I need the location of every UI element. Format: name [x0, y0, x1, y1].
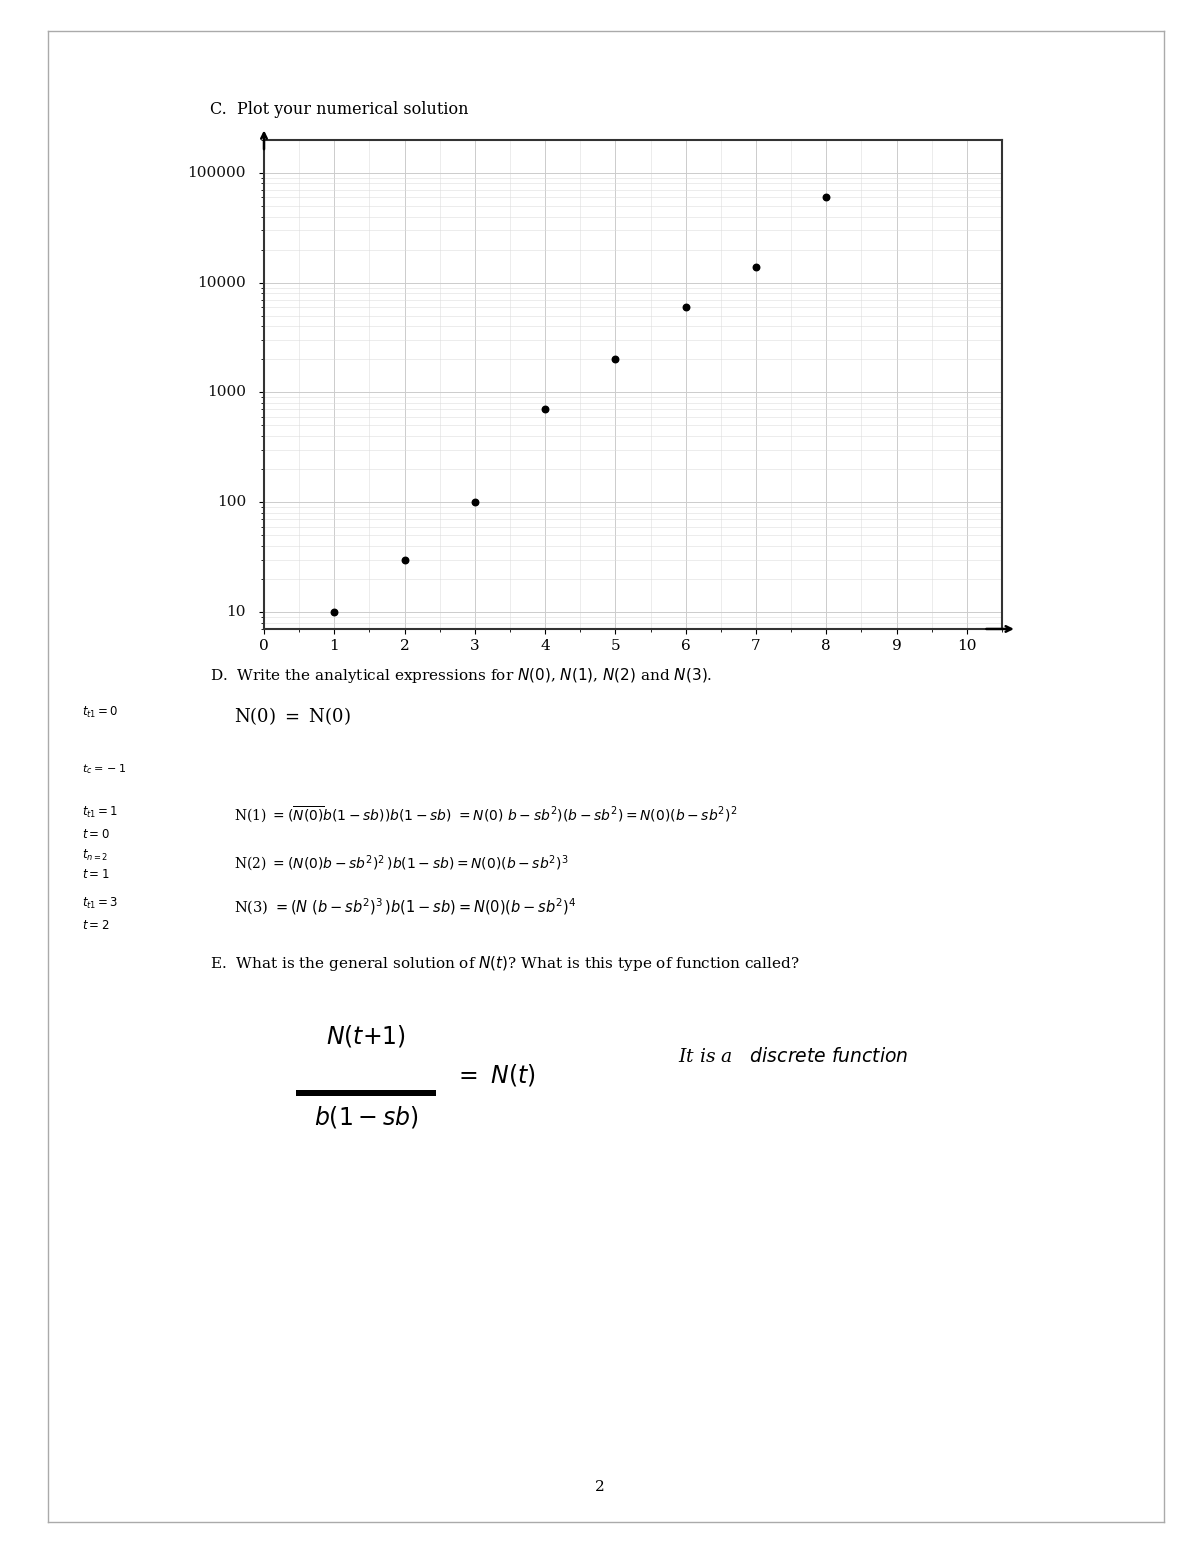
Text: 10000: 10000 — [197, 275, 246, 289]
Text: $t_{t1}=1$: $t_{t1}=1$ — [82, 804, 118, 820]
Point — [325, 599, 344, 624]
Text: C.  Plot your numerical solution: C. Plot your numerical solution — [210, 101, 468, 118]
Text: $t=2$: $t=2$ — [82, 919, 109, 932]
Text: 10: 10 — [227, 606, 246, 620]
Text: $t_{t1}=0$: $t_{t1}=0$ — [82, 705, 118, 721]
Point — [535, 398, 554, 422]
Point — [817, 185, 836, 210]
Text: $N(t{+1})$: $N(t{+1})$ — [326, 1023, 406, 1050]
Text: 1000: 1000 — [206, 385, 246, 399]
Point — [746, 255, 766, 280]
Text: $t_{t1}=3$: $t_{t1}=3$ — [82, 896, 118, 912]
Text: N(1) $= (\overline{N(0)}b(1-sb))b(1-sb)$$\ = N(0)\ b-sb^2)(b-sb^2) = N(0)(b-sb^2: N(1) $= (\overline{N(0)}b(1-sb))b(1-sb)$… — [234, 804, 737, 825]
Text: $t=0$: $t=0$ — [82, 828, 109, 840]
Text: $t_{n=2}$: $t_{n=2}$ — [82, 848, 108, 863]
Point — [606, 346, 625, 371]
Text: 100000: 100000 — [187, 166, 246, 180]
Text: D.  Write the analytical expressions for $N(0)$, $N(1)$, $N(2)$ and $N(3)$.: D. Write the analytical expressions for … — [210, 666, 713, 685]
Text: N(3) $= (N\ (b-sb^2)^3\,)b(1-sb) = N(0)(b-sb^2)^4$: N(3) $= (N\ (b-sb^2)^3\,)b(1-sb) = N(0)(… — [234, 896, 576, 916]
Text: It is a   $discrete\ function$: It is a $discrete\ function$ — [678, 1047, 908, 1065]
Text: 100: 100 — [217, 495, 246, 509]
Text: $=\ N(t)$: $=\ N(t)$ — [454, 1062, 535, 1089]
Text: $t_{c}=-1$: $t_{c}=-1$ — [82, 763, 126, 776]
Point — [676, 295, 695, 320]
Text: E.  What is the general solution of $N(t)$? What is this type of function called: E. What is the general solution of $N(t)… — [210, 954, 799, 972]
Text: N(2) $= (N(0)b-sb^2)^2\,)b(1-sb) = N(0)(b-sb^2)^3$: N(2) $= (N(0)b-sb^2)^2\,)b(1-sb) = N(0)(… — [234, 854, 569, 874]
Text: N(0) $=$ N(0): N(0) $=$ N(0) — [234, 705, 350, 727]
Text: 2: 2 — [595, 1480, 605, 1494]
Text: $b(1-sb)$: $b(1-sb)$ — [313, 1104, 419, 1131]
Point — [395, 547, 414, 572]
Text: $t=1$: $t=1$ — [82, 868, 109, 881]
Point — [466, 489, 485, 514]
